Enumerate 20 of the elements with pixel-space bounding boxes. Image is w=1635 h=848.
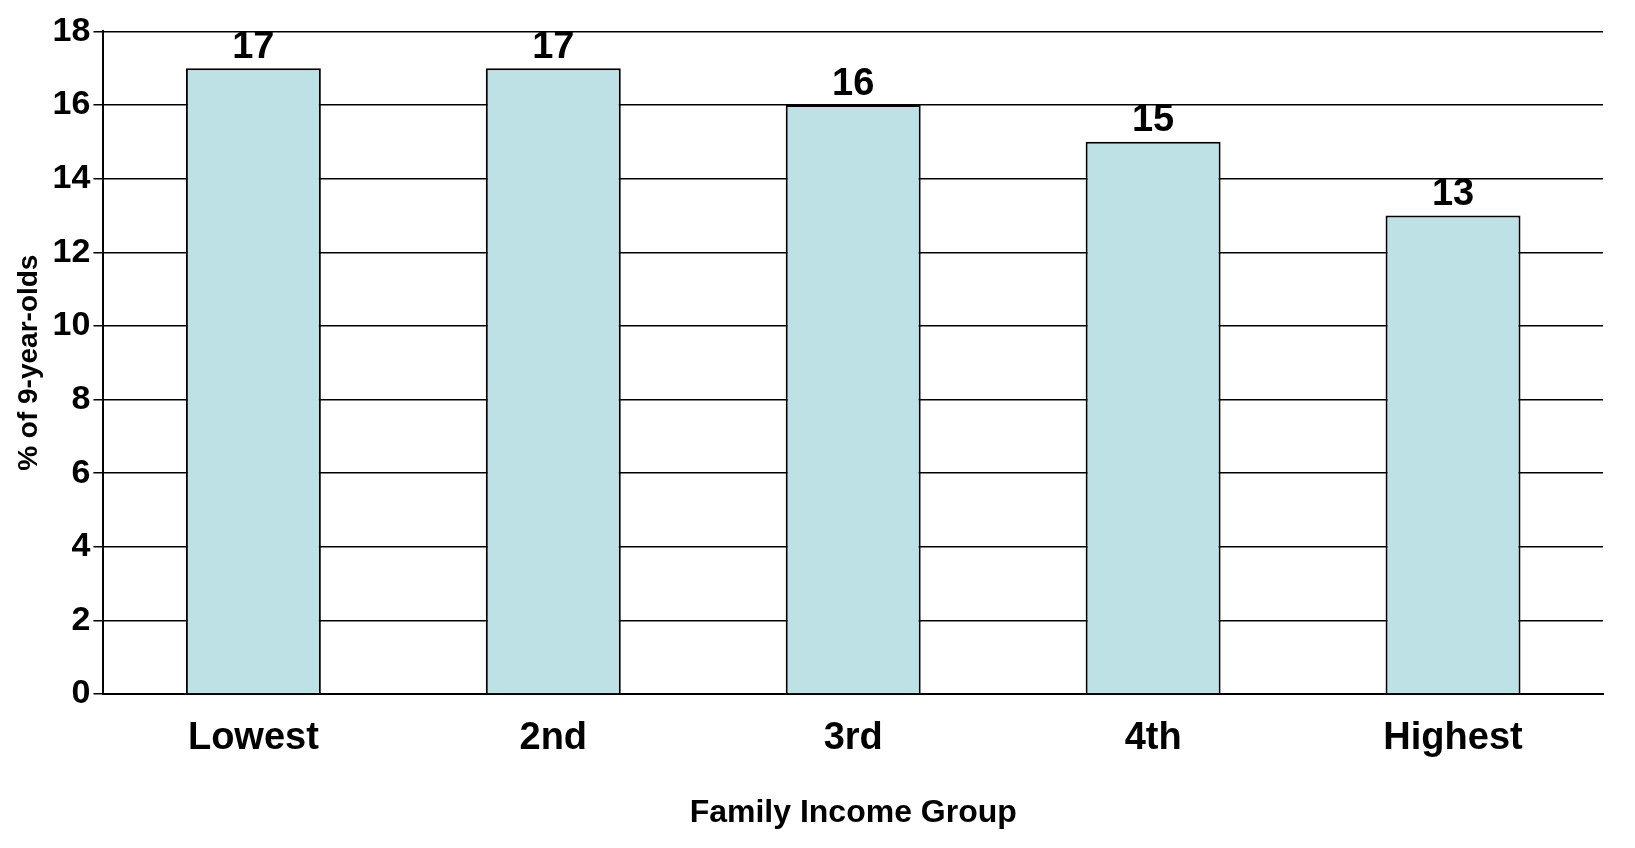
data-label: 15 xyxy=(1131,97,1175,140)
y-tick-label: 4 xyxy=(71,525,91,564)
y-tick-label: 10 xyxy=(52,304,91,343)
x-tick-label: 4th xyxy=(1124,715,1182,758)
x-tick-label: Highest xyxy=(1383,715,1524,758)
y-axis-title: % of 9-year-olds xyxy=(11,254,43,471)
y-tick-label: 6 xyxy=(71,451,91,490)
y-tick-label: 0 xyxy=(71,672,91,711)
y-tick-label: 2 xyxy=(71,598,91,637)
data-label: 16 xyxy=(832,60,875,103)
y-tick-label: 18 xyxy=(52,9,91,48)
x-tick-label: 3rd xyxy=(823,715,883,758)
x-tick-label: 2nd xyxy=(519,715,588,758)
x-tick-label: Lowest xyxy=(187,715,320,758)
x-axis-title: Family Income Group xyxy=(689,792,1017,829)
y-tick-label: 12 xyxy=(52,230,91,269)
data-label: 13 xyxy=(1431,170,1475,213)
y-tick-label: 14 xyxy=(52,157,91,196)
y-tick-label: 8 xyxy=(71,377,91,416)
y-tick-label: 16 xyxy=(52,83,91,122)
